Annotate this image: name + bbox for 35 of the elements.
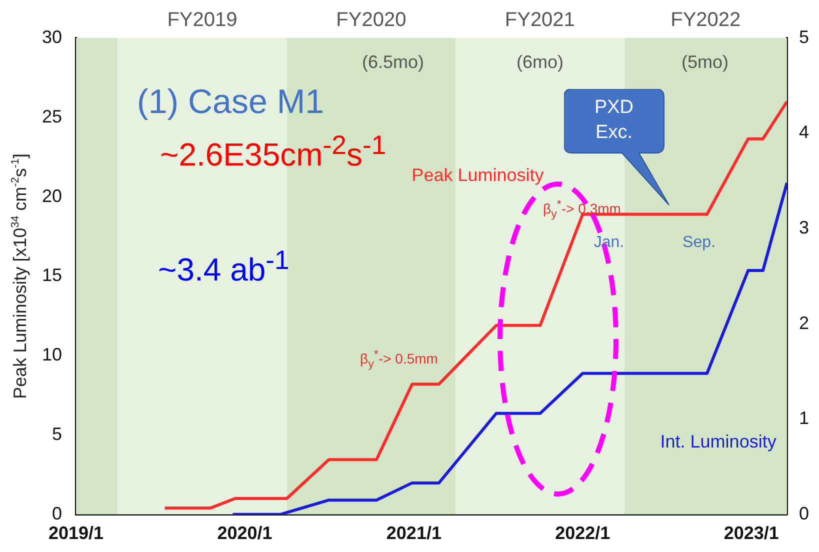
band-label: FY2019 [167, 9, 238, 31]
annotation: PXD Exc. [593, 96, 635, 145]
y-axis-title: Peak Luminosity [x1034 cm-2s-1] [9, 154, 30, 399]
text: Int. Luminosity [660, 432, 776, 452]
y-tick-label: 20 [42, 186, 62, 206]
y-tick-label: 30 [42, 26, 62, 47]
annotation: (6.5mo) [362, 52, 424, 74]
x-tick-label: 2022/1 [555, 523, 610, 544]
y2-tick-label: 3 [798, 218, 810, 238]
y-tick-label: 10 [42, 344, 62, 365]
x-tick-label: 2020/1 [217, 523, 272, 544]
annotation: Sep. [682, 234, 716, 252]
y2-tick-label: 0 [798, 503, 810, 524]
text: Peak Luminosity [412, 164, 544, 185]
y2-tick-label: 1 [798, 408, 810, 428]
band-label: FY2020 [336, 9, 406, 31]
y-tick-label: 5 [52, 424, 62, 444]
y-tick-label: 15 [42, 265, 62, 286]
band-label: FY2021 [504, 9, 575, 31]
y-tick-label: 25 [42, 106, 62, 126]
annotation: Jan. [594, 234, 624, 252]
x-tick-label: 2023/1 [724, 523, 779, 544]
annotation: (1) Case M1 [137, 82, 324, 122]
annotation: (6mo) [516, 52, 564, 74]
x-tick-label: 2019/1 [48, 523, 104, 544]
x-tick-label: 2021/1 [386, 523, 442, 544]
y2-tick-label: 5 [798, 26, 810, 47]
annotation: ~3.4 ab$^{-1}$ [158, 244, 290, 288]
y-tick-label: 0 [52, 503, 62, 524]
annotation: β$_{y}$$^{*}$-> 0.5mm [360, 348, 438, 372]
y2-tick-label: 4 [798, 122, 810, 142]
annotation: (5mo) [681, 52, 729, 74]
annotation: ~2.6E35cm$^{-2}$s$^{-1}$ [160, 130, 386, 172]
y2-tick-label: 2 [798, 312, 810, 333]
band-label: FY2022 [670, 9, 741, 31]
